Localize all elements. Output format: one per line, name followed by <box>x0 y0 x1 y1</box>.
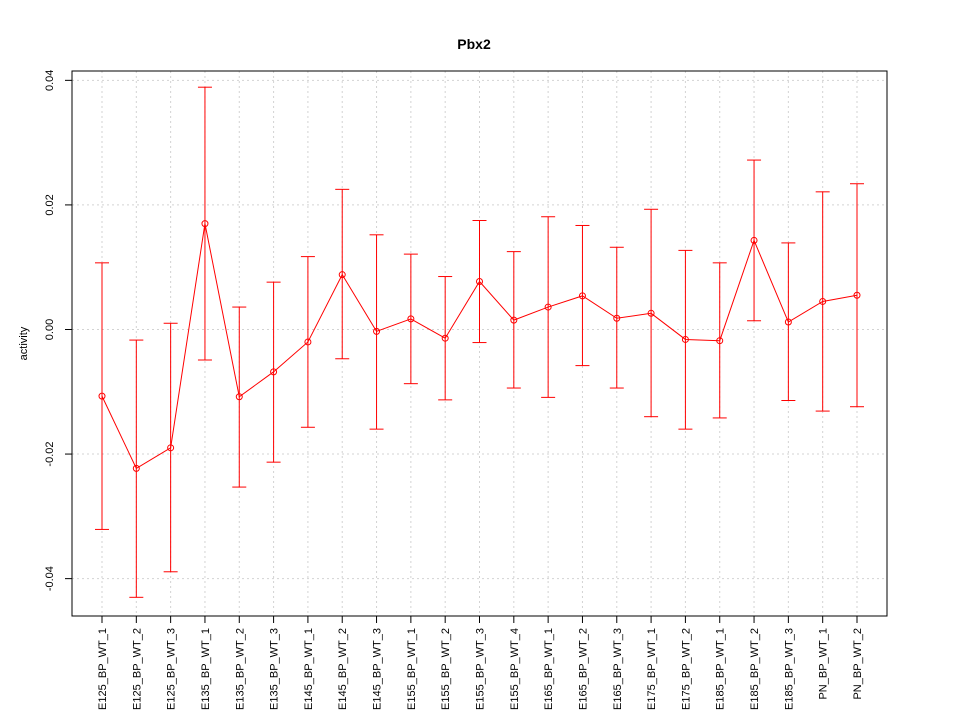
x-tick-label: E175_BP_WT_1 <box>646 628 658 710</box>
data-point <box>373 327 381 335</box>
y-tick-label: 0.04 <box>44 70 56 91</box>
data-point <box>510 316 518 324</box>
x-tick-label: PN_BP_WT_2 <box>852 628 864 700</box>
x-tick-label: E155_BP_WT_3 <box>475 628 487 710</box>
data-point <box>784 318 792 326</box>
data-point <box>750 236 758 244</box>
data-point <box>819 297 827 305</box>
series-layer <box>98 220 861 472</box>
data-point <box>853 291 861 299</box>
x-tick-label: E125_BP_WT_3 <box>166 628 178 710</box>
x-tick-label: E185_BP_WT_2 <box>749 628 761 710</box>
series-line <box>101 223 858 470</box>
data-point <box>441 334 449 342</box>
data-point <box>167 444 175 452</box>
errorbar-layer <box>95 86 864 598</box>
data-point <box>270 368 278 376</box>
y-tick-label: -0.04 <box>44 566 56 591</box>
x-tick-label: E135_BP_WT_1 <box>200 628 212 710</box>
y-axis-label: activity <box>18 326 30 360</box>
data-point <box>716 337 724 345</box>
data-point <box>235 393 243 401</box>
data-point <box>201 220 209 228</box>
y-tick-label: -0.02 <box>44 442 56 467</box>
data-point <box>476 278 483 286</box>
x-tick-label: E165_BP_WT_3 <box>612 628 624 710</box>
x-tick-label: E155_BP_WT_2 <box>440 628 452 710</box>
x-tick-label: E185_BP_WT_3 <box>783 628 795 710</box>
x-tick-label: E145_BP_WT_2 <box>337 628 349 710</box>
x-tick-label: E145_BP_WT_3 <box>372 628 384 710</box>
y-tick-label: 0.02 <box>44 194 56 215</box>
data-point <box>98 392 106 400</box>
data-point <box>681 335 689 343</box>
x-tick-label: E125_BP_WT_2 <box>131 628 143 710</box>
data-point <box>132 464 140 472</box>
x-tick-label: E135_BP_WT_3 <box>269 628 281 710</box>
data-point <box>304 338 312 346</box>
x-tick-label: E165_BP_WT_1 <box>543 628 555 710</box>
data-point <box>407 315 415 323</box>
y-axis: -0.04 -0.02 0.00 0.02 0.04 <box>44 70 72 591</box>
data-point <box>578 292 586 300</box>
data-point <box>338 271 346 279</box>
x-tick-label: E155_BP_WT_4 <box>509 628 521 710</box>
x-tick-label: E175_BP_WT_2 <box>680 628 692 710</box>
data-point <box>544 303 552 311</box>
grid-layer <box>72 71 887 616</box>
x-tick-label: E165_BP_WT_2 <box>577 628 589 710</box>
data-point <box>647 309 655 317</box>
x-tick-label: PN_BP_WT_1 <box>818 628 830 700</box>
x-tick-label: E185_BP_WT_1 <box>715 628 727 710</box>
x-tick-label: E145_BP_WT_1 <box>303 628 315 710</box>
x-tick-label: E135_BP_WT_2 <box>234 628 246 710</box>
data-point <box>613 314 621 322</box>
chart-title: Pbx2 <box>457 36 491 52</box>
y-tick-label: 0.00 <box>44 319 56 340</box>
x-axis: E125_BP_WT_1 E125_BP_WT_2 E125_BP_WT_3 E135… <box>97 616 864 710</box>
x-tick-label: E125_BP_WT_1 <box>97 628 109 710</box>
x-tick-label: E155_BP_WT_1 <box>406 628 418 710</box>
